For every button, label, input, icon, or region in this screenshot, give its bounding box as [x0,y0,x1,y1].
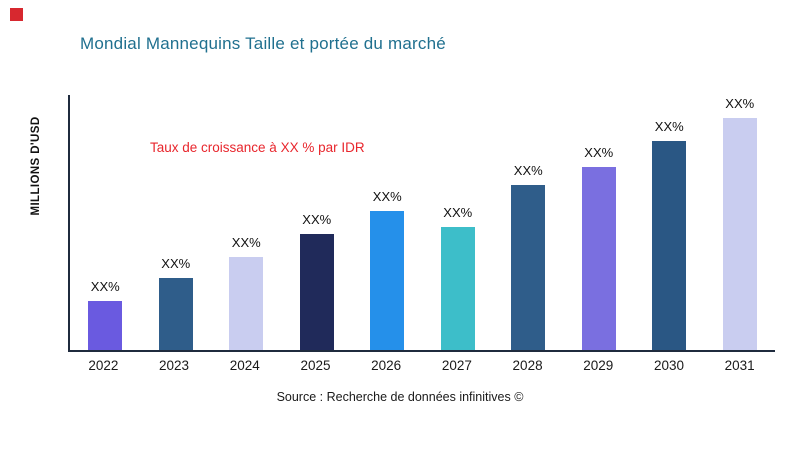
bar-value-label-2030: XX% [654,119,684,134]
y-axis-label: MILLIONS D'USD [30,116,42,216]
x-tick-2024: 2024 [229,358,260,373]
bar-2029 [581,167,616,350]
brand-square-icon [10,8,23,21]
bar-slot-2028: XX% [493,163,564,350]
bar-slot-2022: XX% [70,279,141,350]
bar-slot-2027: XX% [423,205,494,350]
bar-2025 [299,234,334,350]
bar-2026 [370,211,405,350]
x-tick-2027: 2027 [441,358,472,373]
bar-slot-2030: XX% [634,119,705,350]
bar-value-label-2022: XX% [90,279,120,294]
bar-slots: XX% XX% XX% XX% XX% XX% XX% XX% XX% XX% [70,95,775,350]
bar-2023 [158,278,193,350]
x-tick-2026: 2026 [371,358,402,373]
bar-value-label-2027: XX% [443,205,473,220]
bar-slot-2029: XX% [564,145,635,350]
bar-slot-2024: XX% [211,235,282,350]
bar-value-label-2029: XX% [584,145,614,160]
bar-2024 [229,257,264,350]
growth-rate-annotation: Taux de croissance à XX % par IDR [150,140,365,155]
bar-value-label-2026: XX% [372,189,402,204]
x-tick-2022: 2022 [88,358,119,373]
bar-value-label-2031: XX% [725,96,755,111]
bar-value-label-2025: XX% [302,212,332,227]
bar-2030 [652,141,687,350]
bar-2031 [722,118,757,350]
bar-slot-2023: XX% [141,256,212,350]
bar-2028 [511,185,546,350]
bar-value-label-2023: XX% [161,256,191,271]
x-tick-2023: 2023 [159,358,190,373]
bar-value-label-2028: XX% [513,163,543,178]
chart-title: Mondial Mannequins Taille et portée du m… [80,34,446,53]
x-tick-2031: 2031 [724,358,755,373]
source-attribution: Source : Recherche de données infinitive… [276,390,524,404]
x-tick-2029: 2029 [583,358,614,373]
bar-slot-2031: XX% [705,96,776,350]
plot-area: XX% XX% XX% XX% XX% XX% XX% XX% XX% XX% [68,95,775,352]
bar-slot-2025: XX% [282,212,353,350]
bar-slot-2026: XX% [352,189,423,350]
x-axis-labels: 2022 2023 2024 2025 2026 2027 2028 2029 2030 2031 [68,358,775,373]
x-tick-2030: 2030 [653,358,684,373]
x-tick-2025: 2025 [300,358,331,373]
bar-value-label-2024: XX% [231,235,261,250]
bar-2022 [88,301,123,350]
bar-2027 [440,227,475,350]
x-tick-2028: 2028 [512,358,543,373]
